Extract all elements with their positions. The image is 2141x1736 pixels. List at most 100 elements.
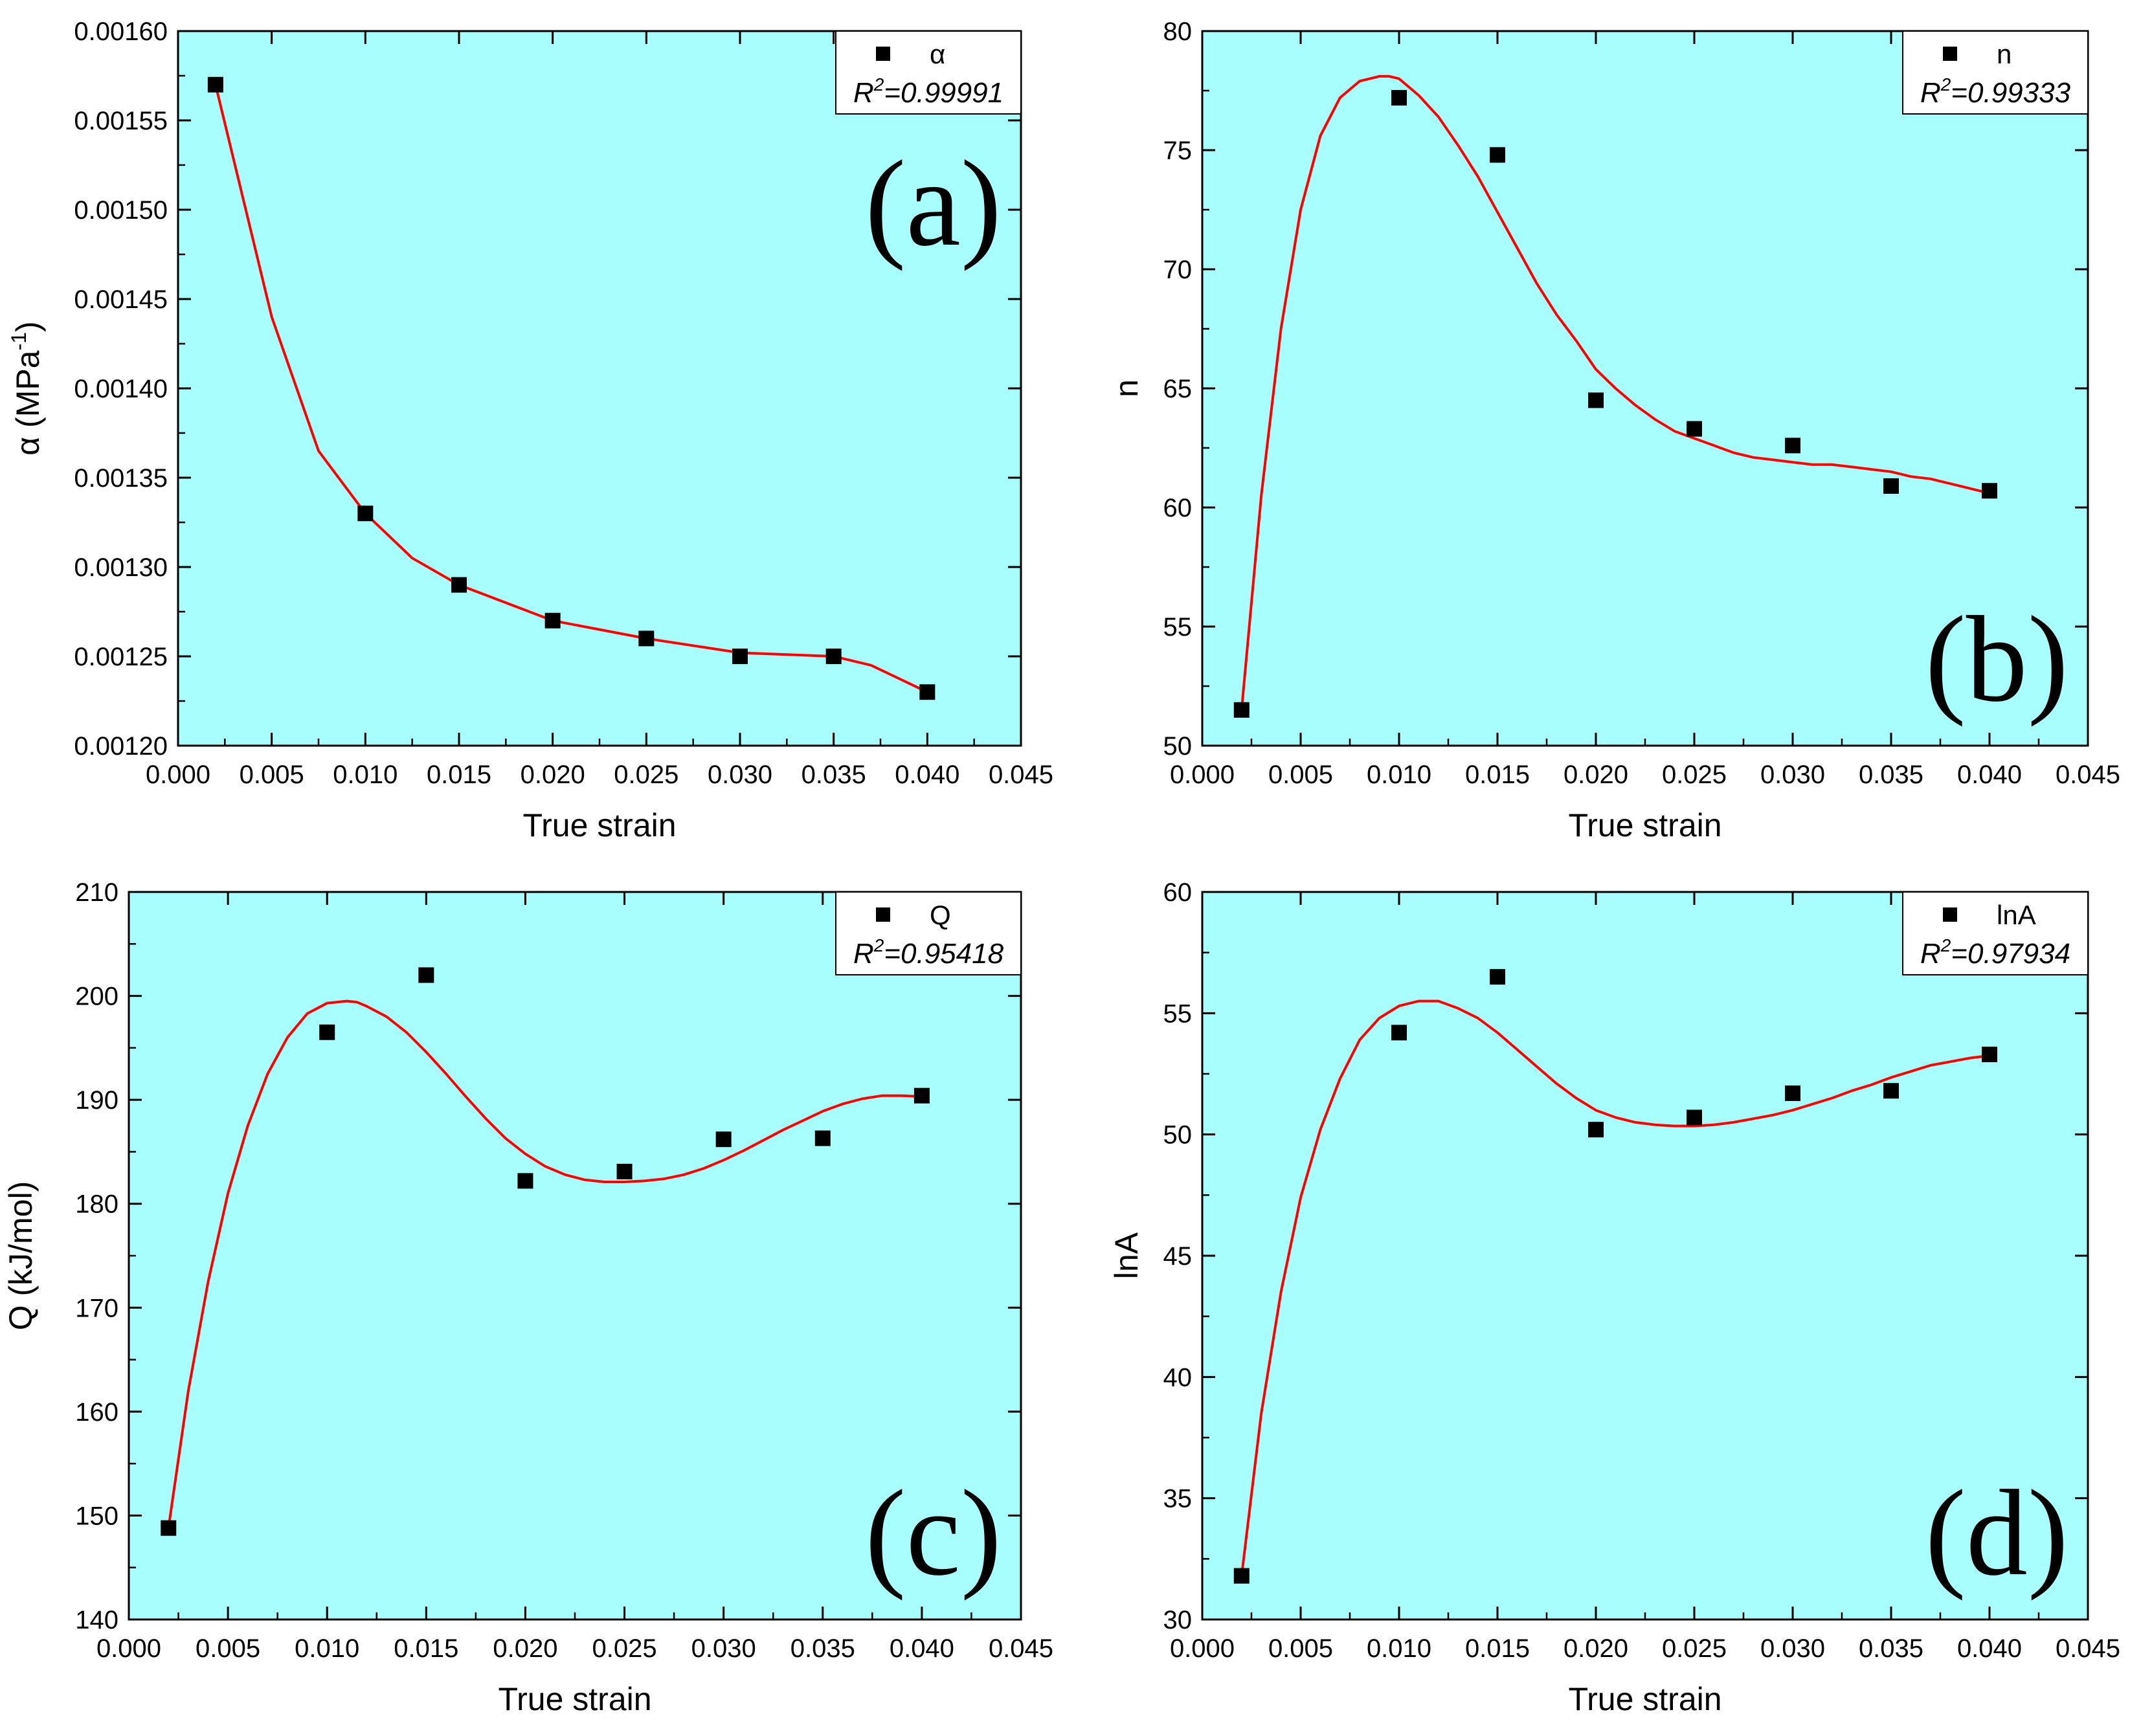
data-point	[1687, 1109, 1702, 1126]
x-tick-label: 0.025	[592, 1634, 657, 1663]
x-tick-label: 0.040	[895, 761, 959, 789]
y-tick-label: 0.00125	[74, 643, 168, 671]
x-tick-label: 0.015	[1465, 761, 1530, 789]
data-point	[715, 1131, 732, 1148]
y-tick-label: 70	[1163, 256, 1193, 284]
data-point	[814, 1130, 831, 1146]
y-tick-label: 180	[75, 1190, 118, 1219]
plot-area	[129, 892, 1021, 1619]
data-point	[319, 1024, 335, 1040]
legend-r2-value: =0.99991	[884, 77, 1003, 109]
data-point	[207, 76, 223, 93]
plot-frame	[1201, 891, 2089, 1621]
y-tick-label: 190	[75, 1086, 118, 1115]
plot-area	[178, 31, 1021, 746]
y-tick-label: 50	[1163, 1121, 1193, 1150]
data-point	[919, 684, 936, 700]
legend-box	[1902, 891, 2089, 975]
y-tick-label: 80	[1163, 17, 1193, 46]
x-tick-label: 0.040	[1957, 1634, 2022, 1663]
x-tick-label: 0.010	[295, 1634, 359, 1663]
x-axis-title: True strain	[498, 1681, 651, 1717]
y-tick-label: 35	[1163, 1485, 1193, 1513]
y-tick-label: 140	[75, 1606, 118, 1634]
data-point	[1982, 483, 1997, 499]
data-point	[1490, 147, 1505, 163]
data-point	[732, 649, 748, 664]
y-tick-label: 200	[75, 983, 118, 1011]
data-point	[616, 1163, 633, 1179]
y-tick-label: 170	[75, 1294, 118, 1322]
y-tick-label: 65	[1163, 375, 1193, 403]
legend-box	[835, 891, 1022, 975]
x-tick-label: 0.005	[196, 1634, 260, 1663]
data-point	[1883, 478, 1899, 494]
data-point	[161, 1520, 177, 1536]
legend-r2-value: =0.97934	[1951, 938, 2070, 970]
panel-label: (c)	[865, 1465, 1002, 1601]
y-tick-label: 60	[1163, 494, 1193, 522]
y-axis-title-main: α (MPa	[10, 350, 46, 455]
y-axis-title: α (MPa-1)	[7, 321, 46, 455]
legend-r2: R2=0.97934	[1920, 935, 2070, 970]
legend-entry: Q	[930, 900, 951, 930]
x-axis-title: True strain	[1568, 807, 1721, 843]
data-point	[1588, 1122, 1604, 1138]
legend-entry: lnA	[1997, 900, 2036, 930]
legend-box	[1902, 30, 2089, 115]
y-tick-label: 75	[1163, 137, 1193, 165]
data-point	[1391, 1025, 1407, 1041]
legend-r2: R2=0.95418	[853, 935, 1004, 970]
legend-marker	[876, 907, 890, 922]
y-tick-label: 0.00145	[74, 285, 168, 314]
x-tick-label: 0.045	[989, 1634, 1053, 1663]
x-tick-label: 0.030	[691, 1634, 756, 1663]
legend-r2-value: =0.99333	[1951, 77, 2070, 109]
data-point	[1233, 1568, 1250, 1584]
x-tick-label: 0.000	[146, 761, 210, 789]
legend-r2: R2=0.99991	[853, 74, 1003, 109]
x-tick-label: 0.000	[1170, 1634, 1235, 1663]
x-tick-label: 0.035	[1859, 1634, 1923, 1663]
x-tick-label: 0.035	[1859, 761, 1923, 789]
plot-area	[1202, 31, 2088, 746]
chart-panel-1: 0.000 0.005 0.010 0.015 0.020 0.025 0.030 0.035…	[1108, 17, 2120, 843]
y-axis-title: n	[1108, 379, 1145, 397]
x-tick-label: 0.040	[890, 1634, 954, 1663]
x-tick-label: 0.005	[1268, 1634, 1333, 1663]
y-tick-label: 30	[1163, 1606, 1193, 1634]
data-point	[1982, 1047, 1997, 1063]
y-tick-label: 45	[1163, 1242, 1193, 1271]
fit-curve	[1240, 999, 1990, 1576]
y-tick-label: 55	[1163, 999, 1193, 1028]
y-tick-label: 40	[1163, 1363, 1193, 1392]
legend-marker	[1943, 47, 1957, 61]
y-tick-label: 0.00140	[74, 375, 168, 403]
x-axis-title: True strain	[522, 807, 676, 843]
x-tick-label: 0.025	[614, 761, 678, 789]
chart-panel-3: 0.000 0.005 0.010 0.015 0.020 0.025 0.030 0.035…	[1108, 878, 2120, 1717]
y-axis-title-tail: )	[10, 321, 46, 332]
x-tick-label: 0.010	[1367, 761, 1431, 789]
data-point	[1883, 1083, 1899, 1099]
x-tick-label: 0.015	[427, 761, 491, 789]
y-tick-label: 0.00120	[74, 732, 168, 761]
y-tick-label: 0.00150	[74, 196, 168, 225]
data-point	[451, 577, 467, 593]
legend-entry: n	[1997, 39, 2012, 69]
y-axis-title-main: lnA	[1108, 1232, 1145, 1279]
x-tick-label: 0.030	[708, 761, 772, 789]
x-tick-label: 0.005	[1268, 761, 1333, 789]
legend-marker	[1943, 907, 1957, 922]
x-tick-label: 0.020	[1564, 761, 1628, 789]
legend-box	[835, 30, 1022, 115]
x-tick-label: 0.000	[1170, 761, 1235, 789]
chart-panel-0: 0.000 0.005 0.010 0.015 0.020 0.025 0.030 0.035…	[7, 17, 1053, 843]
chart-panel-2: 0.000 0.005 0.010 0.015 0.020 0.025 0.030 0.035…	[3, 878, 1053, 1717]
data-point	[357, 506, 374, 522]
x-tick-label: 0.000	[96, 1634, 161, 1663]
x-tick-label: 0.020	[521, 761, 585, 789]
data-point	[1588, 392, 1604, 408]
x-tick-label: 0.025	[1662, 1634, 1727, 1663]
